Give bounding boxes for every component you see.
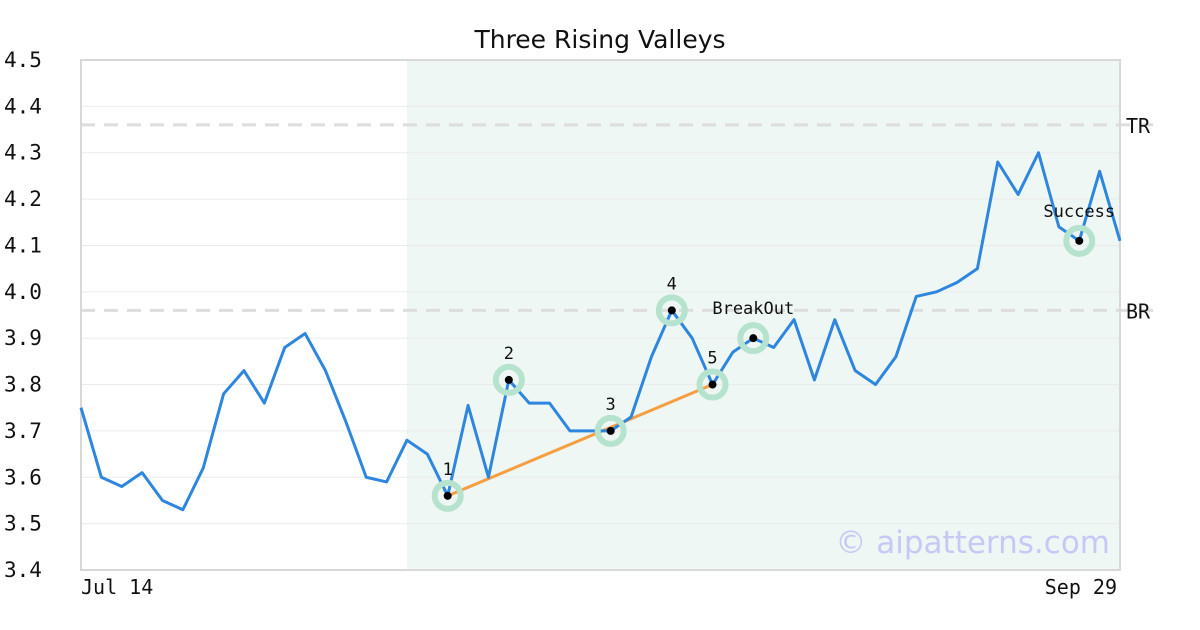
marker-dot	[749, 334, 758, 343]
marker-label: BreakOut	[712, 299, 794, 319]
y-tick-label: 3.5	[4, 512, 42, 536]
reference-line-label: BR	[1126, 299, 1151, 323]
marker-halo	[655, 294, 688, 327]
marker-dot	[667, 306, 676, 315]
marker-halo	[1063, 224, 1096, 257]
y-tick-label: 3.9	[4, 326, 42, 350]
plot-frame	[80, 59, 1121, 571]
y-tick-label: 4.0	[4, 280, 42, 304]
y-tick-label: 4.3	[4, 141, 42, 165]
pattern-marker: BreakOut	[712, 299, 794, 355]
pattern-marker: 4	[655, 274, 688, 327]
marker-halo	[492, 363, 525, 396]
pattern-marker: 3	[594, 395, 627, 447]
pattern-marker: Success	[1043, 202, 1115, 257]
y-tick-label: 3.4	[4, 558, 42, 582]
y-tick-label: 4.5	[4, 48, 42, 72]
marker-label: 4	[667, 274, 677, 294]
marker-halo	[696, 368, 729, 401]
chart-title: Three Rising Valleys	[473, 25, 725, 54]
reference-line-label: TR	[1126, 114, 1151, 138]
pattern-marker: 1	[431, 460, 464, 512]
pattern-marker: 5	[696, 349, 729, 401]
y-tick-label: 4.1	[4, 233, 42, 257]
marker-label: Success	[1043, 202, 1115, 222]
highlight-region	[406, 60, 1120, 570]
y-tick-label: 4.4	[4, 94, 42, 118]
marker-label: 3	[606, 395, 616, 415]
marker-halo	[431, 479, 464, 512]
marker-dot	[606, 426, 615, 435]
x-tick-label: Jul 14	[81, 575, 153, 599]
marker-label: 5	[707, 349, 717, 369]
pattern-marker: 2	[492, 344, 525, 396]
marker-dot	[504, 375, 513, 384]
marker-dot	[443, 491, 452, 500]
valley-trendline	[447, 383, 714, 498]
watermark: © aipatterns.com	[835, 525, 1110, 561]
marker-halo	[737, 322, 770, 355]
marker-label: 2	[504, 344, 514, 364]
marker-halo	[594, 414, 627, 447]
marker-dot	[708, 380, 717, 389]
y-tick-label: 4.2	[4, 187, 42, 211]
x-tick-label: Sep 29	[1045, 575, 1117, 599]
y-tick-label: 3.8	[4, 373, 42, 397]
y-tick-label: 3.7	[4, 419, 42, 443]
marker-dot	[1075, 236, 1084, 245]
marker-label: 1	[443, 460, 453, 480]
y-tick-label: 3.6	[4, 465, 42, 489]
